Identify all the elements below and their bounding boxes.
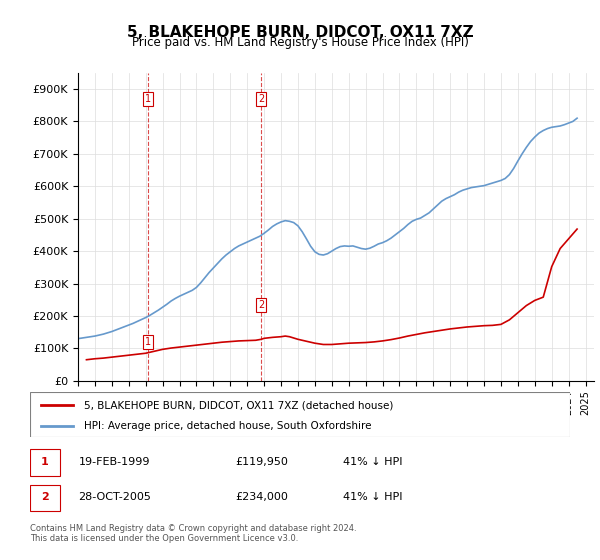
- FancyBboxPatch shape: [30, 450, 60, 476]
- Text: 19-FEB-1999: 19-FEB-1999: [79, 457, 150, 467]
- Text: 5, BLAKEHOPE BURN, DIDCOT, OX11 7XZ: 5, BLAKEHOPE BURN, DIDCOT, OX11 7XZ: [127, 25, 473, 40]
- Text: Price paid vs. HM Land Registry's House Price Index (HPI): Price paid vs. HM Land Registry's House …: [131, 36, 469, 49]
- Text: 5, BLAKEHOPE BURN, DIDCOT, OX11 7XZ (detached house): 5, BLAKEHOPE BURN, DIDCOT, OX11 7XZ (det…: [84, 400, 394, 410]
- Text: 2: 2: [41, 492, 49, 502]
- Text: 2: 2: [258, 300, 265, 310]
- Text: 1: 1: [145, 337, 151, 347]
- Text: Contains HM Land Registry data © Crown copyright and database right 2024.
This d: Contains HM Land Registry data © Crown c…: [30, 524, 356, 543]
- Text: 41% ↓ HPI: 41% ↓ HPI: [343, 492, 403, 502]
- Text: 2: 2: [258, 94, 265, 104]
- FancyBboxPatch shape: [30, 392, 570, 437]
- Text: £119,950: £119,950: [235, 457, 288, 467]
- Text: £234,000: £234,000: [235, 492, 288, 502]
- Text: HPI: Average price, detached house, South Oxfordshire: HPI: Average price, detached house, Sout…: [84, 421, 371, 431]
- Text: 28-OCT-2005: 28-OCT-2005: [79, 492, 151, 502]
- Text: 41% ↓ HPI: 41% ↓ HPI: [343, 457, 403, 467]
- FancyBboxPatch shape: [30, 485, 60, 511]
- Text: 1: 1: [145, 94, 151, 104]
- Text: 1: 1: [41, 457, 49, 467]
